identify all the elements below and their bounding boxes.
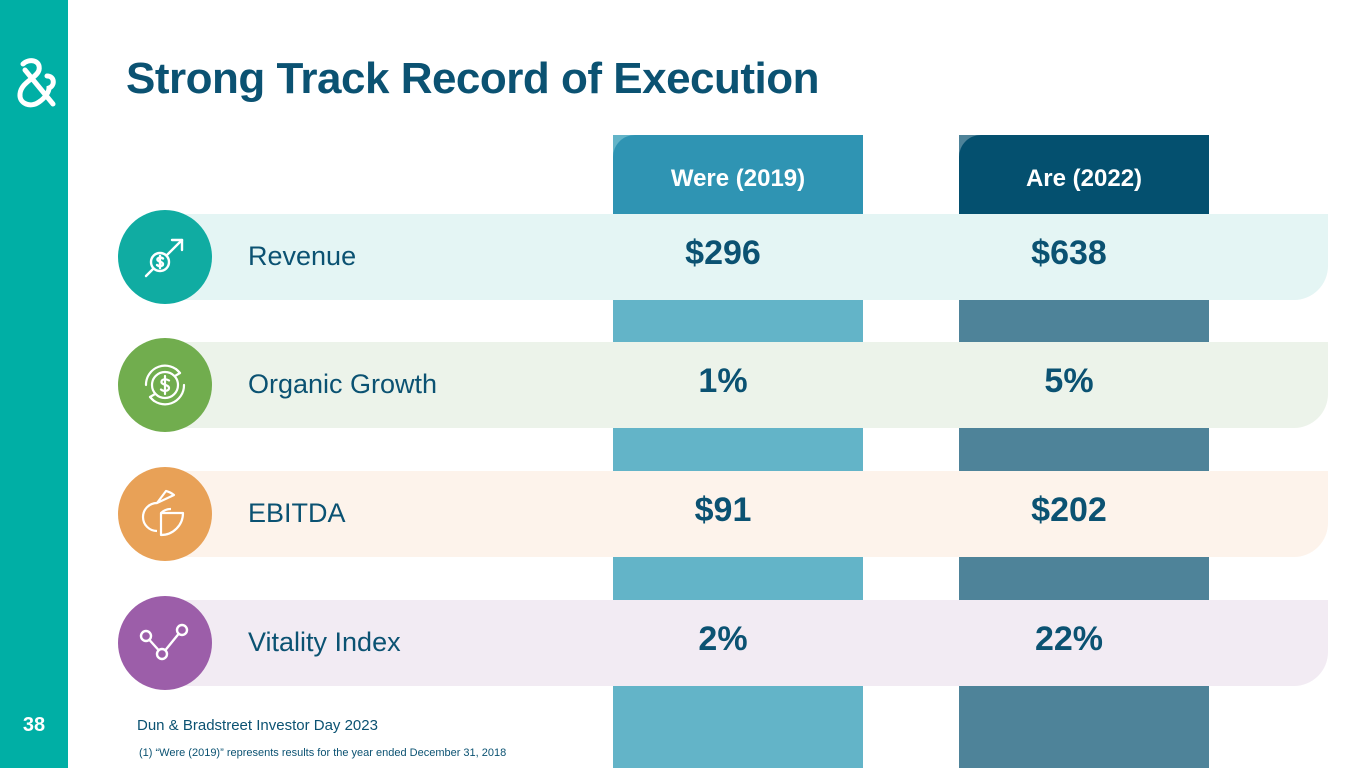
value-were: 2% xyxy=(698,620,748,658)
footnote: (1) “Were (2019)” represents results for… xyxy=(139,747,507,759)
value-are: $202 xyxy=(1031,491,1107,529)
metric-label: Vitality Index xyxy=(248,627,401,657)
ampersand-logo-icon xyxy=(17,58,56,108)
metric-row-organic-growth: Organic Growth 1% 5% xyxy=(118,338,1328,432)
pie-chart-icon xyxy=(141,489,185,537)
dollar-cycle-icon xyxy=(144,364,186,406)
line-nodes-icon xyxy=(139,623,189,661)
footer-event-name: Dun & Bradstreet Investor Day 2023 xyxy=(137,717,378,734)
page-title: Strong Track Record of Execution xyxy=(126,54,820,103)
vitality-index-icon-badge xyxy=(118,596,212,690)
value-were: 1% xyxy=(698,362,748,400)
metric-row-vitality-index: Vitality Index 2% 22% xyxy=(118,596,1328,690)
value-are: 5% xyxy=(1044,362,1094,400)
metric-label: Revenue xyxy=(248,241,357,271)
value-are: $638 xyxy=(1031,234,1107,272)
metric-row-ebitda: EBITDA $91 $202 xyxy=(118,467,1328,561)
revenue-icon-badge xyxy=(118,210,212,304)
metric-label: EBITDA xyxy=(248,498,346,528)
value-were: $91 xyxy=(694,491,752,529)
column-header-are: Are (2022) xyxy=(959,135,1209,214)
dollar-growth-arrow-icon xyxy=(144,238,184,278)
organic-growth-icon-badge xyxy=(118,338,212,432)
column-header-were: Were (2019) xyxy=(613,135,863,214)
page-number: 38 xyxy=(22,714,46,736)
value-were: $296 xyxy=(685,234,761,272)
metric-label: Organic Growth xyxy=(248,369,438,399)
value-are: 22% xyxy=(1034,620,1104,658)
sidebar: 38 xyxy=(0,0,68,768)
metric-row-revenue: Revenue $296 $638 xyxy=(118,210,1328,304)
ebitda-icon-badge xyxy=(118,467,212,561)
